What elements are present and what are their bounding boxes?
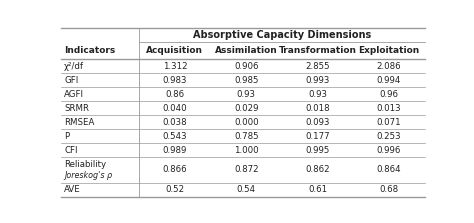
Text: 0.253: 0.253 [377,132,401,141]
Text: 0.906: 0.906 [234,62,258,71]
Text: 0.013: 0.013 [377,104,401,113]
Text: AGFI: AGFI [64,90,84,99]
Text: 0.018: 0.018 [305,104,330,113]
Text: χ²/df: χ²/df [64,62,84,71]
Text: 0.872: 0.872 [234,165,258,174]
Text: GFI: GFI [64,76,78,85]
Text: AVE: AVE [64,185,81,194]
Text: 0.52: 0.52 [165,185,184,194]
Text: 0.995: 0.995 [305,146,329,155]
Text: 2.086: 2.086 [377,62,401,71]
Text: SRMR: SRMR [64,104,89,113]
Text: 0.038: 0.038 [163,118,187,127]
Text: Exploitation: Exploitation [358,46,419,55]
Text: 0.071: 0.071 [377,118,401,127]
Text: Indicators: Indicators [64,46,115,55]
Text: 0.93: 0.93 [308,90,327,99]
Text: CFI: CFI [64,146,78,155]
Text: 0.040: 0.040 [163,104,187,113]
Text: 0.862: 0.862 [305,165,330,174]
Text: 0.68: 0.68 [379,185,399,194]
Text: 0.177: 0.177 [305,132,330,141]
Text: 1.312: 1.312 [163,62,187,71]
Text: 0.543: 0.543 [163,132,187,141]
Text: Absorptive Capacity Dimensions: Absorptive Capacity Dimensions [193,30,371,40]
Text: 0.993: 0.993 [305,76,329,85]
Text: 0.983: 0.983 [163,76,187,85]
Text: 1.000: 1.000 [234,146,258,155]
Text: Acquisition: Acquisition [146,46,203,55]
Text: 0.96: 0.96 [380,90,399,99]
Text: 0.86: 0.86 [165,90,184,99]
Text: Transformation: Transformation [279,46,356,55]
Text: 0.864: 0.864 [377,165,401,174]
Text: 0.866: 0.866 [163,165,187,174]
Text: 2.855: 2.855 [305,62,330,71]
Text: 0.029: 0.029 [234,104,258,113]
Text: 0.61: 0.61 [308,185,327,194]
Text: 0.989: 0.989 [163,146,187,155]
Text: 0.093: 0.093 [305,118,330,127]
Text: P: P [64,132,69,141]
Text: 0.54: 0.54 [237,185,256,194]
Text: Assimilation: Assimilation [215,46,278,55]
Text: Reliability: Reliability [64,160,106,169]
Text: 0.985: 0.985 [234,76,258,85]
Text: Joreskog's ρ: Joreskog's ρ [64,171,112,180]
Text: RMSEA: RMSEA [64,118,94,127]
Text: 0.996: 0.996 [377,146,401,155]
Text: 0.000: 0.000 [234,118,258,127]
Text: 0.785: 0.785 [234,132,258,141]
Text: 0.93: 0.93 [237,90,255,99]
Text: 0.994: 0.994 [377,76,401,85]
